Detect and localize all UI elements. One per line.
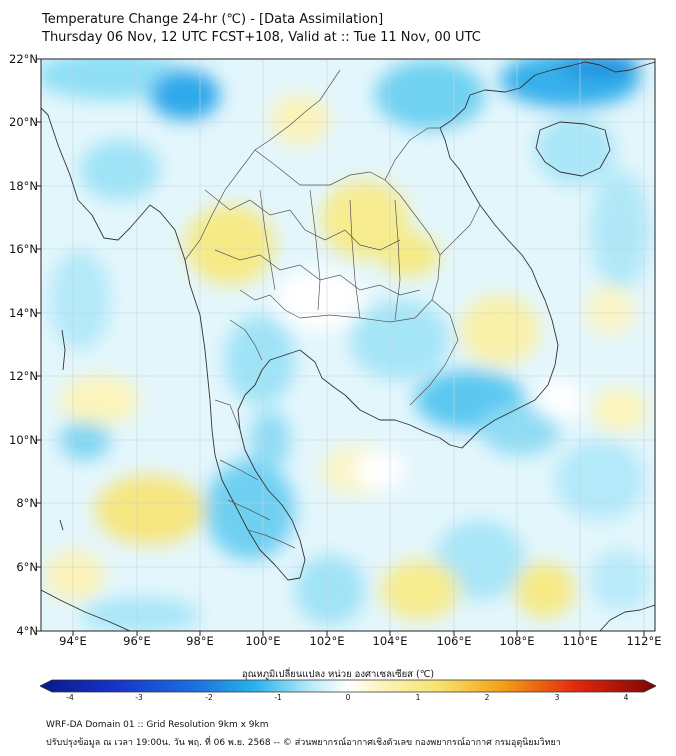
lon-label: 100°E <box>245 634 281 648</box>
colorbar <box>40 679 656 693</box>
lat-label: 12°N <box>9 369 38 383</box>
lat-label: 4°N <box>16 624 38 638</box>
lon-label: 104°E <box>372 634 408 648</box>
temperature-field <box>41 59 650 631</box>
lat-label: 20°N <box>9 115 38 129</box>
country-borders <box>184 69 481 549</box>
temperature-change-map <box>36 58 656 636</box>
map-frame <box>40 58 656 632</box>
lon-label: 102°E <box>309 634 345 648</box>
colorbar-title: อุณหภูมิเปลี่ยนแปลง หน่วย องศาเซลเซียส (… <box>241 669 435 680</box>
colorbar-tick: -4 <box>66 693 74 702</box>
colorbar-tick: -1 <box>274 693 282 702</box>
footer-credit: ปรับปรุงข้อมูล ณ เวลา 19:00น. วัน พฤ. ที… <box>46 738 561 748</box>
lat-label: 16°N <box>9 242 38 256</box>
colorbar-tick: -3 <box>135 693 143 702</box>
graticule <box>41 59 655 631</box>
lat-label: 22°N <box>9 52 38 66</box>
colorbar-tick: -2 <box>205 693 213 702</box>
colorbar-tick: 3 <box>554 693 560 702</box>
lat-label: 10°N <box>9 433 38 447</box>
colorbar-tick: 1 <box>415 693 421 702</box>
lon-label: 106°E <box>436 634 472 648</box>
lon-label: 98°E <box>186 634 214 648</box>
colorbar-tick: 4 <box>623 693 629 702</box>
lat-label: 14°N <box>9 306 38 320</box>
lon-label: 110°E <box>562 634 598 648</box>
colorbar-tick: 0 <box>345 693 351 702</box>
lat-label: 18°N <box>9 179 38 193</box>
axis-ticks <box>36 58 645 636</box>
colorbar-tick: 2 <box>484 693 490 702</box>
coastlines <box>41 61 655 631</box>
lon-label: 112°E <box>626 634 662 648</box>
lat-label: 6°N <box>16 560 38 574</box>
footer-model-info: WRF-DA Domain 01 :: Grid Resolution 9km … <box>46 720 269 730</box>
lon-label: 108°E <box>499 634 535 648</box>
lon-label: 96°E <box>123 634 151 648</box>
lat-label: 8°N <box>16 496 38 510</box>
lon-label: 94°E <box>59 634 87 648</box>
map-subtitle: Thursday 06 Nov, 12 UTC FCST+108, Valid … <box>42 30 481 45</box>
map-title: Temperature Change 24-hr (℃) - [Data Ass… <box>42 12 384 27</box>
